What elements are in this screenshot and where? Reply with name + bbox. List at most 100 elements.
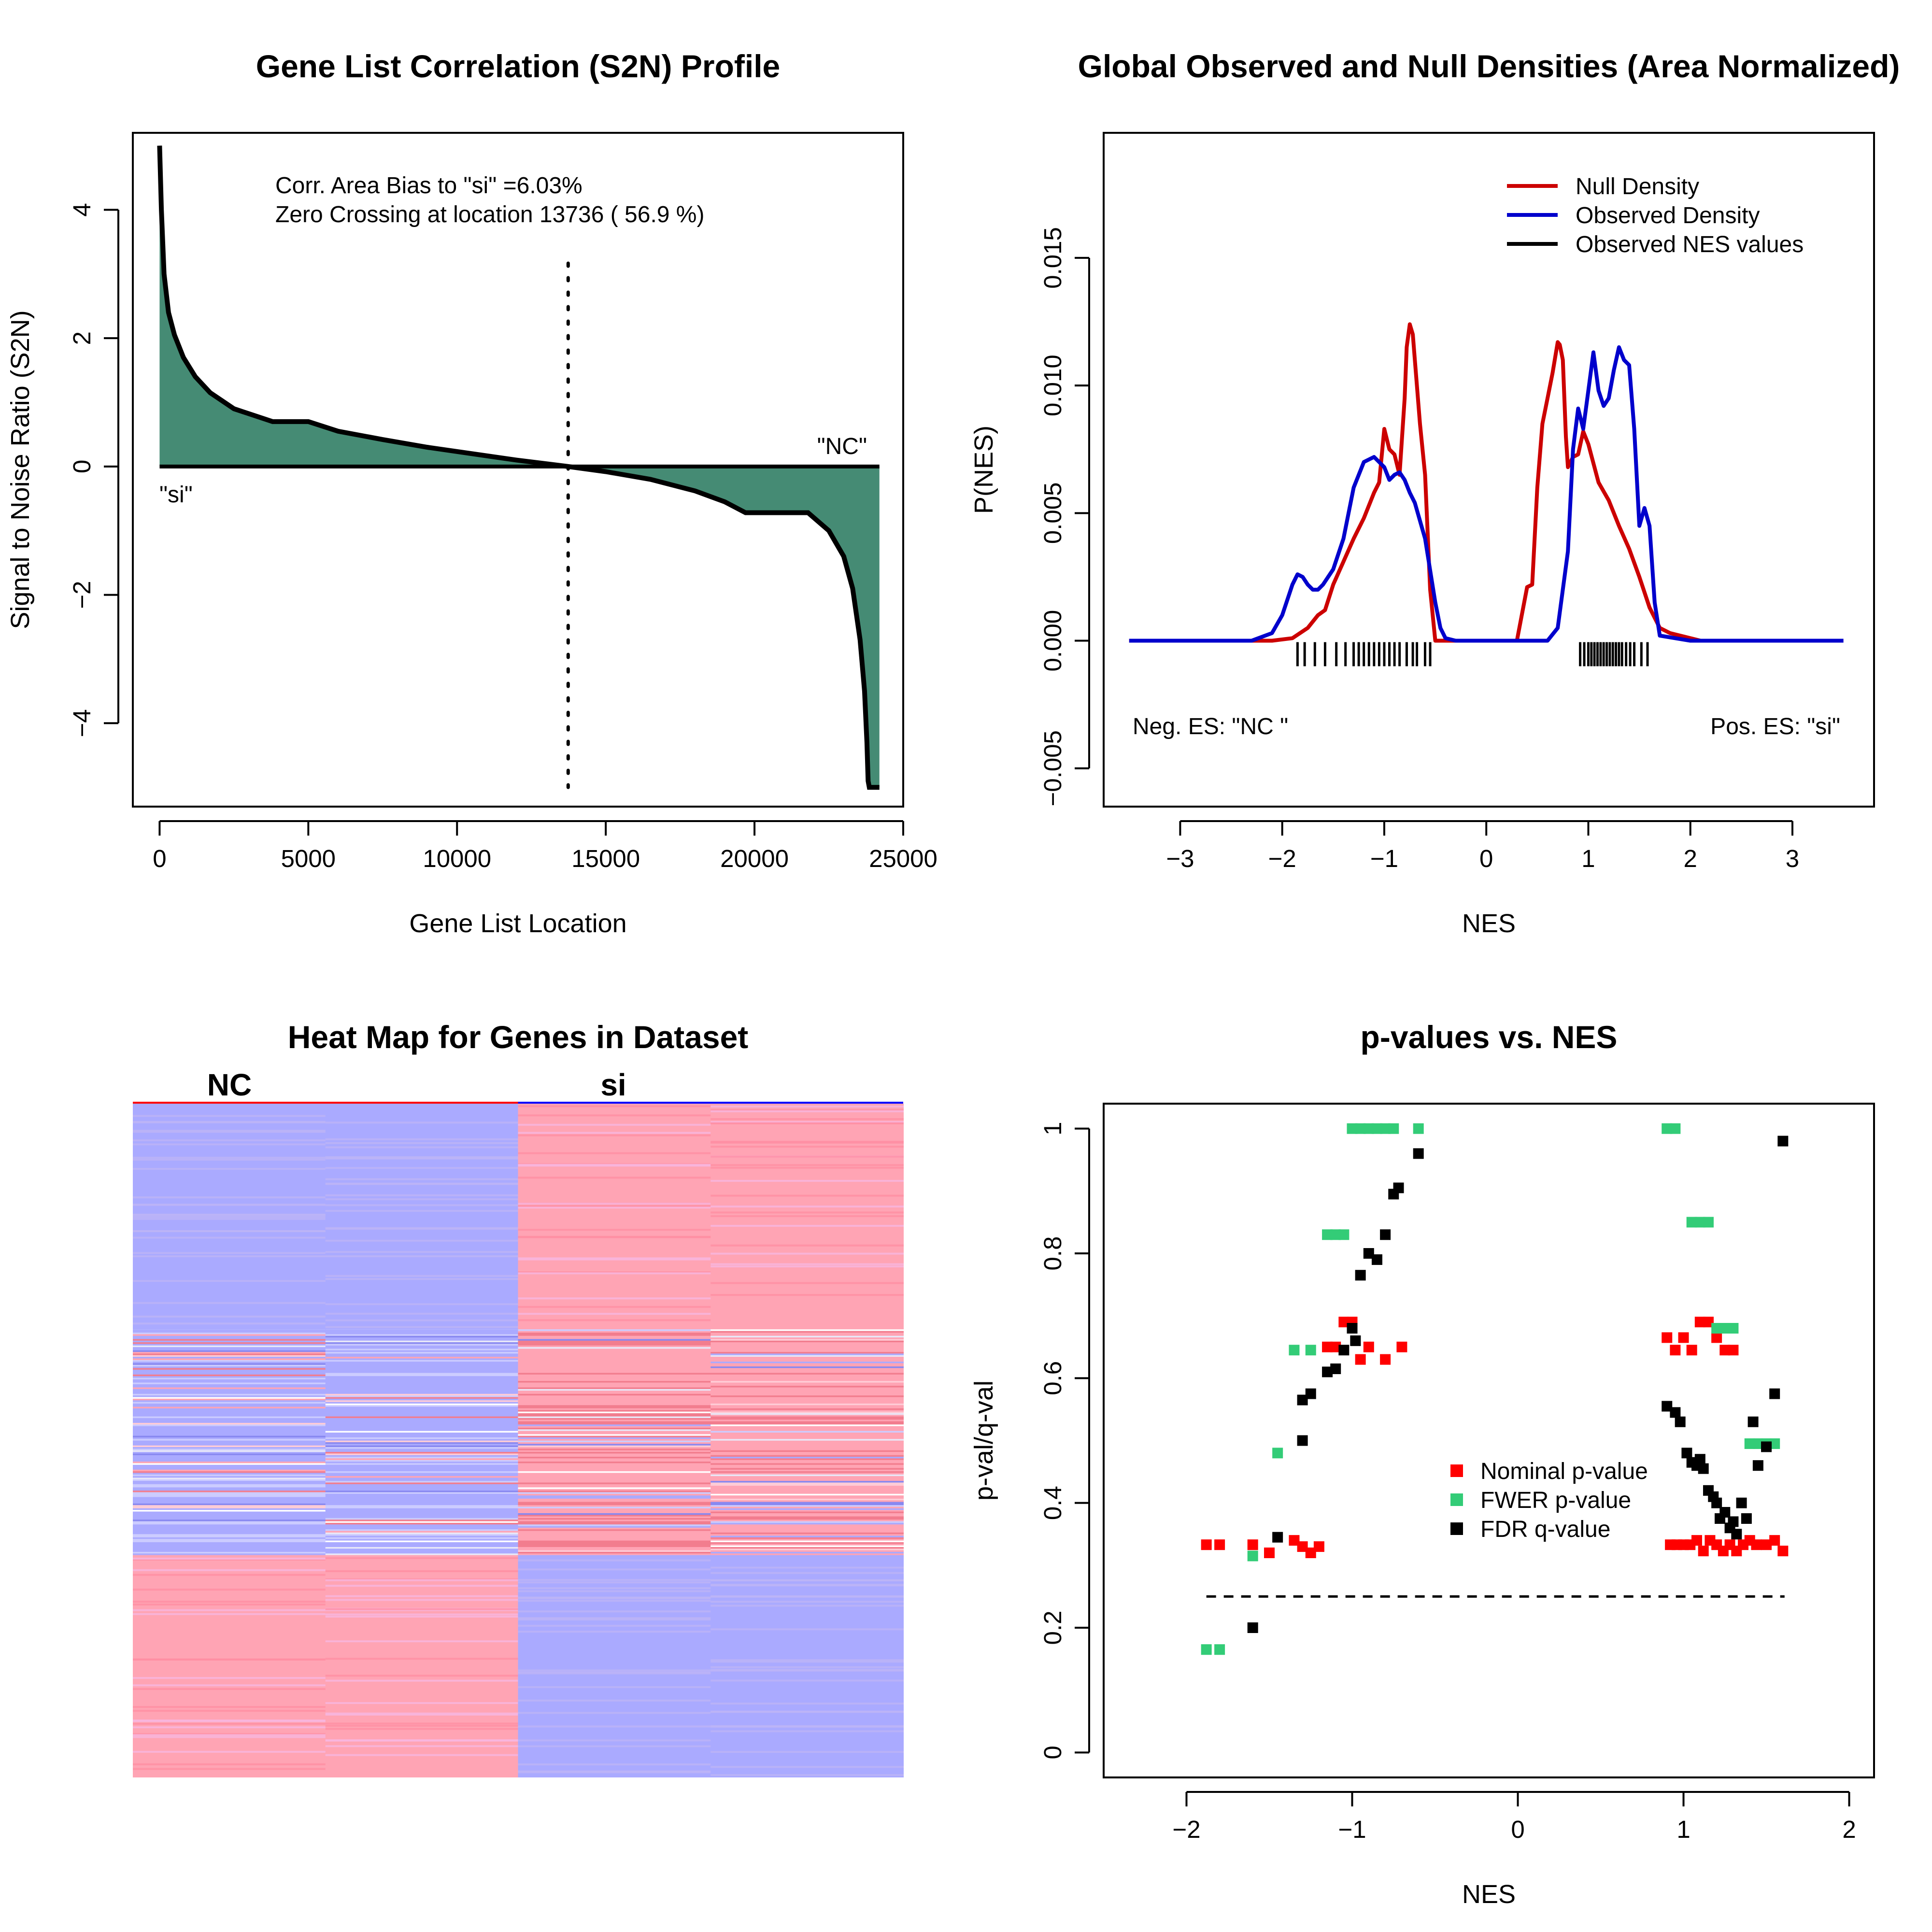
heatmap-row-stripe	[710, 1601, 904, 1603]
heatmap-row	[710, 1408, 904, 1410]
heatmap-row	[710, 1503, 904, 1506]
y-tick-label: 0	[1039, 1746, 1066, 1759]
heatmap-row	[133, 1418, 326, 1420]
heatmap-row	[518, 1363, 711, 1365]
heatmap-row	[710, 1455, 904, 1457]
heatmap-row	[325, 1458, 519, 1461]
plot-frame	[1103, 132, 1875, 808]
heatmap-row	[518, 1331, 711, 1333]
fwer-p-value-point	[1330, 1229, 1341, 1240]
heatmap-row-stripe	[325, 1142, 519, 1144]
heatmap-row	[133, 1476, 326, 1478]
heatmap-row	[133, 1469, 326, 1472]
fdr-q-value-point	[1736, 1497, 1747, 1508]
heatmap-row	[710, 1391, 904, 1393]
heatmap-row	[710, 1362, 904, 1364]
heatmap-row	[325, 1534, 519, 1536]
plot-frame	[132, 132, 904, 808]
heatmap-row	[325, 1453, 519, 1456]
heatmap-row	[325, 1439, 519, 1441]
heatmap-row	[710, 1400, 904, 1403]
heatmap-row	[325, 1551, 519, 1554]
heatmap-row	[133, 1516, 326, 1519]
heatmap-row-stripe	[518, 1164, 711, 1166]
heatmap-row-stripe	[518, 1669, 711, 1672]
heatmap-row-stripe	[518, 1258, 711, 1261]
heatmap-row	[710, 1426, 904, 1428]
heatmap-row	[133, 1458, 326, 1461]
heatmap-row	[325, 1429, 519, 1432]
heatmap-row	[710, 1392, 904, 1394]
heatmap-row	[133, 1526, 326, 1528]
heatmap-row	[133, 1421, 326, 1423]
heatmap-row-stripe	[325, 1712, 519, 1715]
heatmap-row-stripe	[325, 1728, 519, 1730]
heatmap-row-stripe	[325, 1239, 519, 1242]
heatmap-row	[710, 1329, 904, 1332]
heatmap-row	[518, 1449, 711, 1451]
y-axis-label: Signal to Noise Ratio (S2N)	[6, 310, 35, 629]
heatmap-row	[133, 1502, 326, 1504]
heatmap-row	[518, 1542, 711, 1544]
heatmap-row	[518, 1495, 711, 1498]
heatmap-row	[710, 1522, 904, 1525]
heatmap-row	[518, 1339, 711, 1341]
nominal-p-value-point	[1662, 1332, 1673, 1343]
fwer-p-value-point	[1272, 1448, 1283, 1459]
heatmap-row	[133, 1363, 326, 1365]
heatmap-row-stripe	[133, 1658, 326, 1661]
heatmap-row	[710, 1526, 904, 1528]
heatmap-row-stripe	[710, 1605, 904, 1607]
heatmap-row	[133, 1360, 326, 1362]
heatmap-row-stripe	[518, 1596, 711, 1599]
heatmap-row	[518, 1445, 711, 1448]
heatmap-row-stripe	[518, 1306, 711, 1308]
heatmap-row-stripe	[133, 1302, 326, 1304]
heatmap-row	[710, 1353, 904, 1356]
heatmap-row	[325, 1513, 519, 1515]
heatmap-row	[133, 1398, 326, 1401]
heatmap-row-stripe	[325, 1227, 519, 1229]
nominal-p-value-point	[1396, 1341, 1407, 1352]
heatmap-row	[133, 1545, 326, 1548]
heatmap-row	[133, 1477, 326, 1480]
heatmap-row	[710, 1524, 904, 1527]
heatmap-row-stripe	[133, 1768, 326, 1770]
heatmap-row	[518, 1450, 711, 1452]
heatmap-row	[133, 1537, 326, 1539]
heatmap-row-stripe	[325, 1255, 519, 1257]
heatmap-row	[710, 1357, 904, 1359]
heatmap-row	[518, 1381, 711, 1383]
heatmap-row-stripe	[133, 1601, 326, 1603]
heatmap-row	[710, 1534, 904, 1536]
heatmap-row	[133, 1440, 326, 1443]
heatmap-row-stripe	[325, 1714, 519, 1716]
heatmap-row	[325, 1505, 519, 1507]
heatmap-row-stripe	[518, 1207, 711, 1209]
heatmap-row	[133, 1434, 326, 1436]
heatmap-row-stripe	[325, 1251, 519, 1253]
heatmap-row-stripe	[518, 1671, 711, 1674]
heatmap-row	[710, 1469, 904, 1472]
heatmap-row	[325, 1376, 519, 1378]
chart-title: p-values vs. NES	[1361, 1019, 1618, 1055]
heatmap-row	[518, 1447, 711, 1449]
fdr-q-value-point	[1393, 1182, 1404, 1193]
heatmap-row	[325, 1460, 519, 1462]
heatmap-row	[133, 1435, 326, 1438]
heatmap-row	[518, 1379, 711, 1381]
heatmap-row	[133, 1518, 326, 1520]
heatmap-row	[710, 1403, 904, 1406]
heatmap-row	[518, 1362, 711, 1364]
panel-heat-map: Heat Map for Genes in Dataset NC si	[133, 1019, 904, 1777]
heatmap-row	[518, 1345, 711, 1348]
heatmap-row	[325, 1462, 519, 1463]
heatmap-row	[133, 1400, 326, 1403]
heatmap-row-stripe	[325, 1722, 519, 1725]
heatmap-row	[133, 1358, 326, 1361]
heatmap-row-stripe	[710, 1179, 904, 1182]
heatmap-row	[710, 1463, 904, 1465]
fdr-q-value-point	[1363, 1248, 1374, 1259]
heatmap-row	[518, 1329, 711, 1332]
heatmap-row	[325, 1403, 519, 1406]
